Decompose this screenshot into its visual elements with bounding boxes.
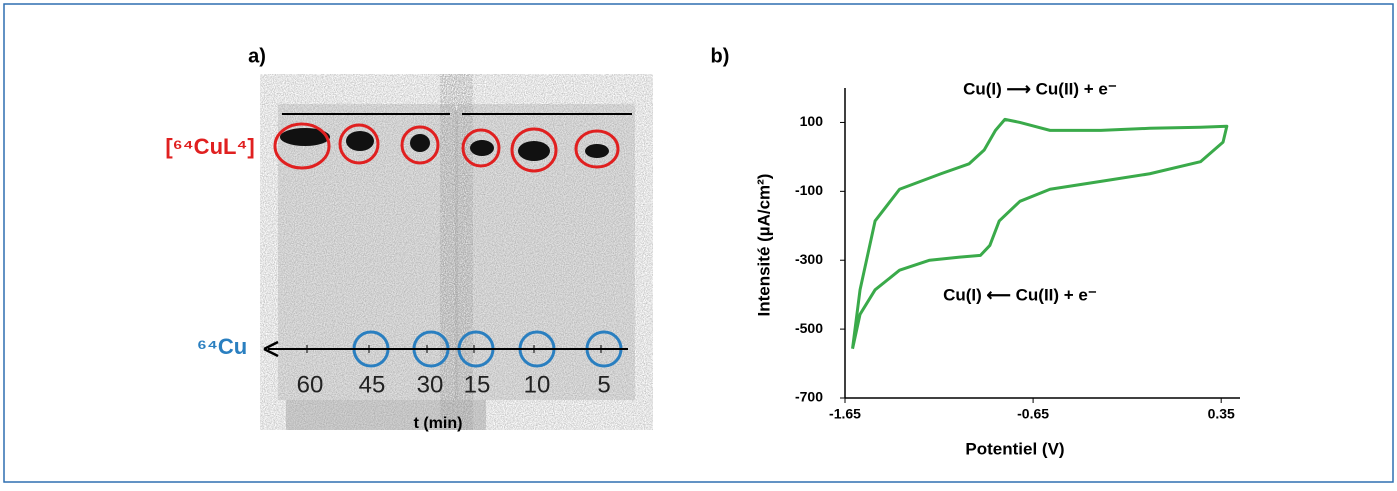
- time-label: 5: [597, 371, 610, 398]
- y-tick-label: -100: [795, 182, 823, 198]
- y-tick-label: 100: [800, 113, 824, 129]
- y-tick-label: -500: [795, 320, 823, 336]
- x-label: t (min): [414, 415, 463, 432]
- time-label: 30: [417, 371, 444, 398]
- panel-label: b): [711, 45, 730, 67]
- y-label: Intensité (µA/cm²): [754, 174, 773, 317]
- time-label: 15: [464, 371, 491, 398]
- annotation: Cu(I) ⟶ Cu(II) + e⁻: [963, 79, 1117, 98]
- x-tick-label: -0.65: [1017, 406, 1049, 422]
- time-label: 60: [297, 371, 324, 398]
- panel-label: a): [248, 45, 266, 67]
- time-label: 45: [359, 371, 386, 398]
- frame: [4, 4, 1393, 482]
- figure: a) [⁶⁴CuL⁴] ⁶⁴Cu 60453015105 t (min) b) …: [0, 0, 1397, 486]
- x-label: Potentiel (V): [965, 439, 1064, 458]
- x-tick-label: 0.35: [1208, 406, 1235, 422]
- y-tick-label: -300: [795, 251, 823, 267]
- annotation: Cu(I) ⟵ Cu(II) + e⁻: [943, 285, 1097, 304]
- complex-label: [⁶⁴CuL⁴]: [165, 134, 254, 159]
- time-label: 10: [524, 371, 551, 398]
- y-tick-label: -700: [795, 389, 823, 405]
- x-tick-label: -1.65: [829, 406, 861, 422]
- free-label: ⁶⁴Cu: [197, 334, 247, 359]
